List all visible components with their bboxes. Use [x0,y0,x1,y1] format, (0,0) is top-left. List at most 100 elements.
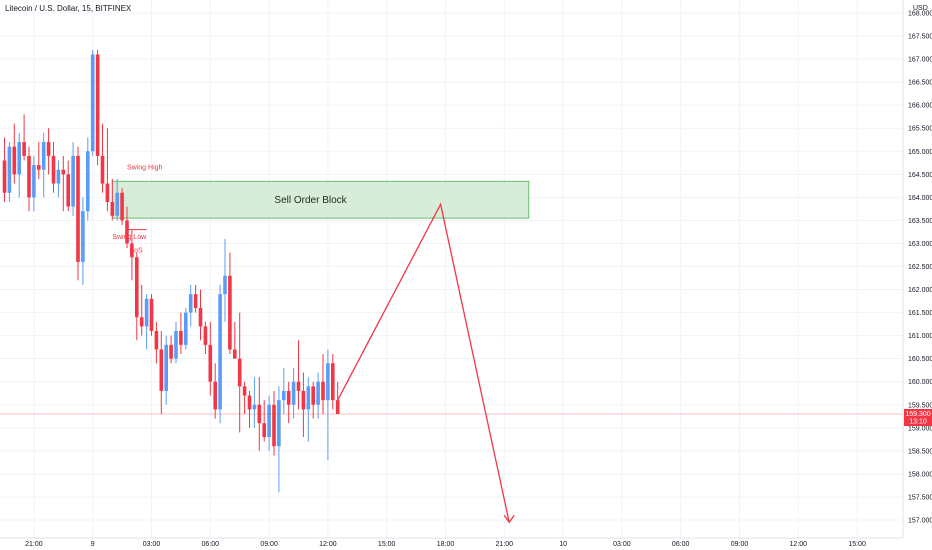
candle-body [164,344,168,391]
candle-body [321,381,325,401]
candle-body [32,165,36,198]
y-tick-label: 166.000 [908,103,932,110]
candle-body [188,294,193,313]
candle-body [22,142,26,156]
candle-body [86,151,90,212]
swing-high-label: Swing High [127,165,163,172]
y-tick-label: 163.000 [908,241,932,248]
x-tick-label: 12:00 [319,541,337,548]
order-block-layer: Sell Order Block [111,180,530,219]
candle-body [237,358,242,387]
candle-body [331,363,335,401]
candle-body [139,317,144,327]
x-tick-label: 03:00 [613,541,631,548]
candle-body [46,142,51,156]
candle-body [2,160,7,193]
candle-body [41,142,46,170]
candle-body [223,275,227,295]
current-price-text: 159.300 [905,411,930,418]
candle-body [169,344,173,359]
x-tick-label: 12:00 [790,541,808,548]
candle-body [159,349,164,391]
candle-body [37,165,41,170]
candle-body [208,344,213,382]
candle-body [110,201,115,216]
candle-body [12,146,17,175]
candle-body [203,326,208,345]
order-block-label: Sell Order Block [274,195,347,206]
x-tick-label: 06:00 [672,541,690,548]
candle-body [247,395,252,410]
candle-body [7,146,12,193]
x-tick-label: 18:00 [437,541,455,548]
currency-label: USD [913,5,928,12]
x-tick-label: 09:00 [260,541,278,548]
y-tick-label: 165.000 [908,149,932,156]
candles-layer [2,49,340,493]
x-tick-label: 09:00 [731,541,749,548]
candle-body [130,243,134,258]
x-tick-label: 9 [91,541,95,548]
candle-body [311,386,315,405]
candle-body [286,390,291,405]
x-tick-label: 03:00 [143,541,161,548]
projection-arrowhead [503,514,515,524]
candle-body [316,381,320,405]
candle-body [296,381,301,391]
candle-body [144,298,149,327]
candle-body [267,404,271,438]
y-tick-label: 166.500 [908,80,932,87]
y-tick-label: 165.500 [908,126,932,133]
order-block-zone [111,180,530,219]
candle-body [306,386,311,410]
y-tick-label: 168.000 [908,11,932,18]
y-tick-label: 162.000 [908,287,932,294]
candle-body [149,298,154,332]
y-tick-label: 164.000 [908,195,932,202]
candle-body [277,400,281,447]
candle-body [51,155,56,184]
projection-path [337,202,510,523]
y-tick-label: 158.000 [908,471,932,478]
x-tick-label: 06:00 [202,541,220,548]
countdown-text: 13:10 [909,418,927,425]
y-tick-label: 162.500 [908,264,932,271]
candle-body [105,183,110,202]
candle-body [291,381,296,405]
y-tick-label: 158.500 [908,448,932,455]
y-tick-label: 167.500 [908,34,932,41]
candle-body [90,54,95,152]
candle-body [198,307,203,327]
candle-body [17,142,21,175]
candle-body [213,381,217,410]
candle-body [135,257,139,318]
current-price-badge [904,408,932,426]
candle-body [242,386,247,396]
y-tick-label: 159.000 [908,425,932,432]
y-tick-label: 160.500 [908,356,932,363]
candle-body [272,404,276,447]
y-tick-label: 161.000 [908,333,932,340]
x-tick-label: 15:00 [848,541,866,548]
y-tick-label: 159.500 [908,402,932,409]
candle-body [154,331,159,350]
candle-body [228,275,232,350]
candle-body [184,312,188,345]
y-tick-label: 161.500 [908,310,932,317]
candle-body [81,211,85,262]
y-tick-label: 157.500 [908,494,932,501]
candle-body [174,331,178,359]
chart-title: Litecoin / U.S. Dollar, 15, BITFINEX [5,4,132,13]
candle-body [233,349,237,359]
candle-body [218,294,222,410]
candle-body [27,155,31,198]
y-tick-label: 160.000 [908,379,932,386]
candle-body [66,174,70,207]
candle-body [262,423,266,438]
candle-body [335,400,340,414]
y-tick-label: 163.500 [908,218,932,225]
chart-grid [0,0,903,538]
candle-body [76,155,80,262]
x-tick-label: 21:00 [25,541,43,548]
